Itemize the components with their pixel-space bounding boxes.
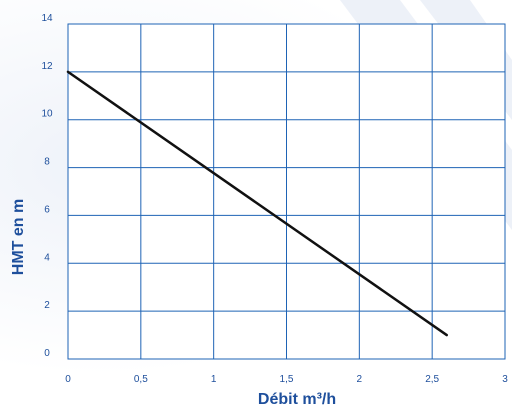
y-tick-label: 4 bbox=[44, 252, 50, 263]
y-tick-label: 8 bbox=[44, 157, 50, 168]
y-tick-label: 2 bbox=[44, 300, 50, 311]
x-tick-label: 2,5 bbox=[425, 374, 439, 385]
grid bbox=[67, 23, 506, 360]
x-tick-label: 1 bbox=[211, 374, 217, 385]
x-tick-label: 0 bbox=[65, 374, 71, 385]
x-tick-label: 2 bbox=[357, 374, 363, 385]
y-tick-label: 6 bbox=[44, 204, 50, 215]
y-axis-ticks: 0 2 4 6 8 10 12 14 bbox=[41, 13, 53, 359]
x-axis-ticks: 0 0,5 1 1,5 2 2,5 3 bbox=[65, 374, 508, 385]
series-group bbox=[66, 70, 448, 337]
x-tick-label: 0,5 bbox=[134, 374, 148, 385]
x-tick-label: 3 bbox=[502, 374, 508, 385]
x-axis-title: Débit m³/h bbox=[258, 391, 336, 408]
y-tick-label: 12 bbox=[41, 61, 53, 72]
series-line bbox=[66, 70, 448, 337]
x-tick-label: 1,5 bbox=[280, 374, 294, 385]
y-tick-label: 14 bbox=[41, 13, 53, 24]
y-tick-label: 10 bbox=[41, 109, 53, 120]
y-tick-label: 0 bbox=[44, 348, 50, 359]
y-axis-title: HMT en m bbox=[10, 199, 27, 275]
